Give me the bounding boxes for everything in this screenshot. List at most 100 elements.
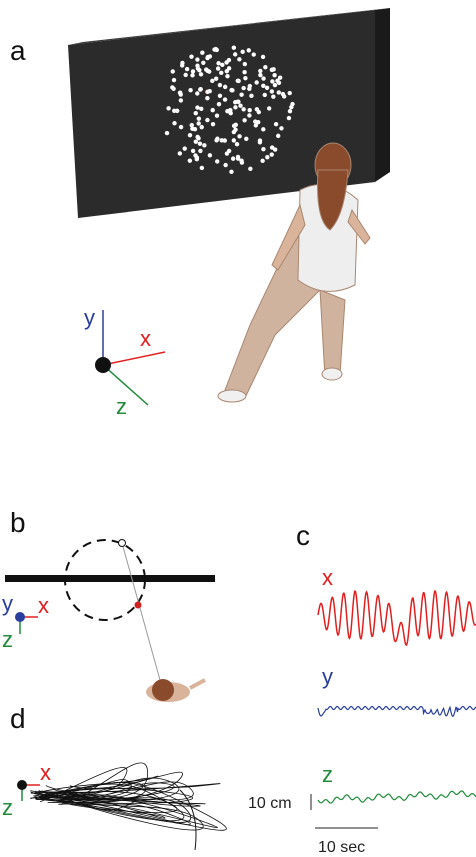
dot <box>270 68 274 72</box>
axes-a <box>95 310 165 405</box>
dot <box>206 55 210 59</box>
axis-label: z <box>2 795 13 820</box>
axis-label: y <box>2 591 13 616</box>
dot <box>252 52 256 56</box>
dot <box>207 69 211 73</box>
dot <box>261 55 265 59</box>
dot <box>287 116 291 120</box>
dot <box>238 103 242 107</box>
dot <box>205 96 209 100</box>
dot <box>233 52 237 56</box>
dot <box>210 79 214 83</box>
dot <box>191 69 195 73</box>
dot <box>263 93 267 97</box>
dot <box>166 106 170 110</box>
dot <box>258 138 262 142</box>
dot <box>179 92 183 96</box>
dot <box>188 88 192 92</box>
dot <box>248 84 252 88</box>
dot <box>195 57 199 61</box>
panel-label: c <box>296 520 310 551</box>
dot <box>178 151 182 155</box>
dot <box>261 127 265 131</box>
panel-label: d <box>10 703 26 734</box>
trace-label: z <box>322 762 333 787</box>
dot <box>207 89 211 93</box>
dot <box>175 109 179 113</box>
dot <box>243 62 247 66</box>
dot <box>230 88 234 92</box>
axis-label: x <box>40 760 51 785</box>
dot <box>165 131 169 135</box>
dot <box>227 58 231 62</box>
dot <box>211 122 215 126</box>
dot <box>275 79 279 83</box>
axis-label: y <box>84 305 95 330</box>
dot <box>240 50 244 54</box>
dot <box>198 141 202 145</box>
dot <box>191 149 195 153</box>
dot <box>195 64 199 68</box>
dot <box>188 133 192 137</box>
dot <box>253 119 257 123</box>
dot <box>185 67 189 71</box>
trace-label: y <box>322 664 333 689</box>
dot <box>233 127 237 131</box>
dot <box>236 79 240 83</box>
dot <box>200 125 204 129</box>
trace-label: x <box>322 565 333 590</box>
dot <box>197 116 201 120</box>
dot <box>270 79 274 83</box>
dot <box>272 73 276 77</box>
dot <box>257 110 261 114</box>
dot <box>215 114 219 118</box>
dot <box>217 102 221 106</box>
dot <box>205 118 209 122</box>
dot <box>231 156 235 160</box>
dot <box>228 108 232 112</box>
dot <box>223 85 227 89</box>
dot <box>200 50 204 54</box>
dot <box>190 73 194 77</box>
dot <box>281 92 285 96</box>
dot <box>225 151 229 155</box>
dot <box>242 118 246 122</box>
dot <box>223 97 227 101</box>
dot <box>180 63 184 67</box>
dot <box>237 134 241 138</box>
dot <box>258 73 262 77</box>
dot <box>195 91 199 95</box>
dot <box>261 84 265 88</box>
dot <box>247 48 251 52</box>
dot <box>236 99 240 103</box>
dot <box>172 78 176 82</box>
axis-label: x <box>140 326 151 351</box>
dot <box>199 107 203 111</box>
dot <box>263 65 267 69</box>
dot <box>208 153 212 157</box>
axes-b <box>15 612 38 634</box>
figure: a y x z b y x <box>0 0 476 857</box>
dot <box>218 94 222 98</box>
dot <box>290 102 294 106</box>
trace <box>318 791 476 803</box>
dot <box>232 124 236 128</box>
dot <box>243 76 247 80</box>
dot <box>235 142 239 146</box>
dot <box>214 138 218 142</box>
dot <box>265 155 269 159</box>
dot <box>247 113 251 117</box>
axis-label: x <box>38 593 49 618</box>
dot <box>288 91 292 95</box>
trajectory <box>30 763 226 850</box>
axis-label: z <box>2 627 13 652</box>
dot <box>179 98 183 102</box>
dot <box>214 47 218 51</box>
dot <box>279 126 283 130</box>
dot <box>201 61 205 65</box>
dot <box>194 111 198 115</box>
dot <box>277 90 281 94</box>
dot <box>237 57 241 61</box>
dot <box>232 46 236 50</box>
dot <box>267 106 271 110</box>
